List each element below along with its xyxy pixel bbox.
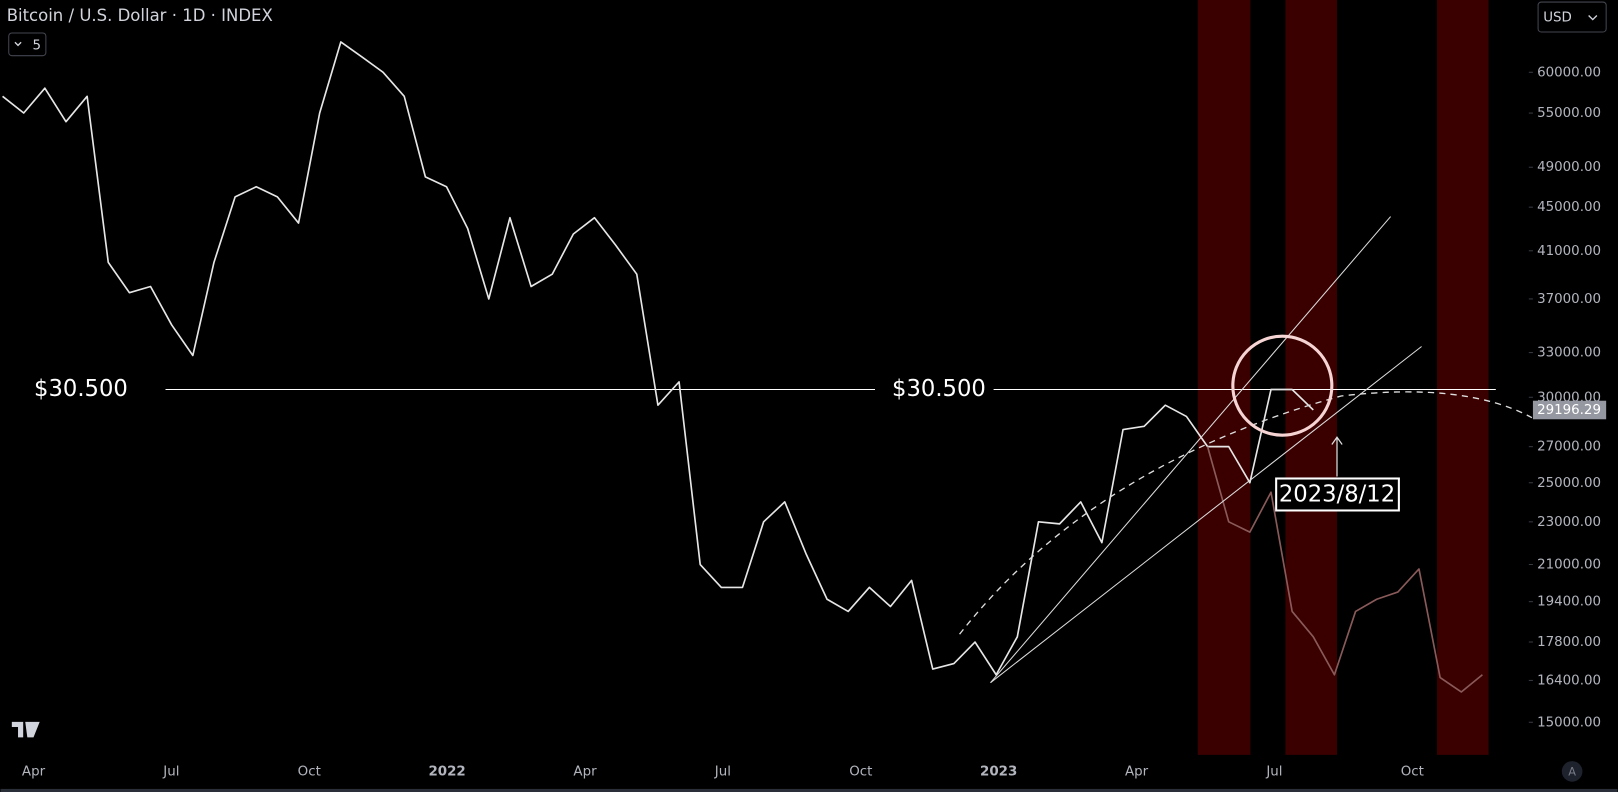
band: [1197, 0, 1251, 755]
y-tick-label: 25000.00: [1537, 476, 1601, 491]
y-tick-label: 45000.00: [1537, 200, 1601, 215]
curve: [959, 391, 1533, 635]
logo: [11, 721, 40, 738]
x-tick-label: Jul: [162, 764, 179, 779]
y-tick-label: 17800.00: [1537, 635, 1601, 650]
highlight-circle: [1231, 334, 1334, 437]
currency-box[interactable]: [1537, 1, 1607, 33]
y-tick-label: 21000.00: [1537, 557, 1601, 572]
mode-label: A: [1568, 764, 1576, 778]
x-tick-label: Oct: [849, 764, 872, 779]
indicator-count: 5: [32, 38, 41, 53]
y-tick-label: 37000.00: [1537, 292, 1601, 307]
last-price-box: [1532, 400, 1607, 420]
chevron: [1588, 14, 1598, 21]
price-line: [2, 41, 1314, 676]
price-line: [1206, 446, 1483, 693]
logo-dot: [31, 722, 38, 730]
y-tick-label: 16400.00: [1537, 673, 1601, 688]
band: [1437, 0, 1489, 755]
y-tick-label: 55000.00: [1537, 106, 1601, 121]
x-tick-label: Apr: [1125, 764, 1149, 779]
scale-mode[interactable]: A: [1561, 761, 1583, 782]
chevron: [14, 41, 22, 47]
y-tick-label: 23000.00: [1537, 515, 1601, 530]
indicator-toggle[interactable]: 5: [8, 32, 47, 57]
drawings: 2023/8/12: [959, 216, 1533, 684]
annotation: 2023/8/12: [1279, 482, 1395, 508]
x-tick-label: Oct: [1401, 764, 1424, 779]
x-tick-label: Apr: [22, 764, 46, 779]
trendline: [990, 216, 1392, 684]
arrow: [1331, 436, 1343, 477]
y-tick-label: 49000.00: [1537, 160, 1601, 175]
x-tick-label: Apr: [573, 764, 597, 779]
mode-button[interactable]: [1561, 761, 1583, 782]
last-price-label: 29196.29: [1537, 403, 1601, 418]
x-tick-label: Jul: [714, 764, 731, 779]
currency-button[interactable]: USD: [1537, 1, 1607, 33]
trendline: [990, 346, 1422, 684]
plot: $30.500 $30.500: [2, 41, 1496, 693]
x-tick-label: Oct: [298, 764, 321, 779]
x-tick-label: 2022: [428, 764, 465, 779]
level-label: $30.500: [892, 376, 986, 402]
band: [1285, 0, 1337, 755]
chart-title: Bitcoin / U.S. Dollar · 1D · INDEX: [7, 6, 273, 25]
y-tick-label: 41000.00: [1537, 244, 1601, 259]
y-tick-label: 27000.00: [1537, 440, 1601, 455]
y-tick-label: 33000.00: [1537, 346, 1601, 361]
highlight-bands: [1197, 0, 1489, 755]
annotation-box: [1275, 477, 1400, 512]
level-label: $30.500: [34, 376, 128, 402]
x-tick-label: 2023: [980, 764, 1017, 779]
y-tick-label: 19400.00: [1537, 595, 1601, 610]
currency: USD: [1543, 11, 1572, 26]
y-tick-label: 60000.00: [1537, 65, 1601, 80]
y-tick-label: 15000.00: [1537, 715, 1601, 730]
toggle-box[interactable]: [8, 32, 47, 57]
bottom-border: [0, 788, 1618, 792]
x-tick-label: Jul: [1265, 764, 1282, 779]
